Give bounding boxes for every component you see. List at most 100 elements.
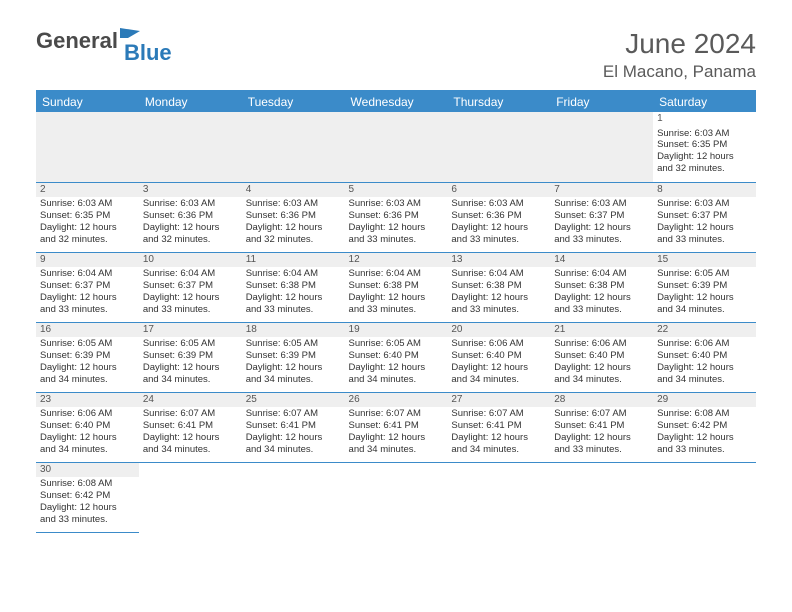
day-details: Sunrise: 6:05 AMSunset: 6:40 PMDaylight:…: [345, 337, 448, 389]
day-number: 1: [653, 112, 756, 127]
day-details: Sunrise: 6:03 AMSunset: 6:37 PMDaylight:…: [653, 197, 756, 249]
calendar-row: 16Sunrise: 6:05 AMSunset: 6:39 PMDayligh…: [36, 322, 756, 392]
day-number: 15: [653, 253, 756, 268]
calendar-cell: 23Sunrise: 6:06 AMSunset: 6:40 PMDayligh…: [36, 392, 139, 462]
calendar-cell: [447, 112, 550, 182]
day-number: 4: [242, 183, 345, 198]
calendar-cell: 10Sunrise: 6:04 AMSunset: 6:37 PMDayligh…: [139, 252, 242, 322]
calendar-row: 23Sunrise: 6:06 AMSunset: 6:40 PMDayligh…: [36, 392, 756, 462]
calendar-cell: 6Sunrise: 6:03 AMSunset: 6:36 PMDaylight…: [447, 182, 550, 252]
weekday-header: Wednesday: [345, 91, 448, 112]
day-number: 11: [242, 253, 345, 268]
day-number: 21: [550, 323, 653, 338]
calendar-cell: 8Sunrise: 6:03 AMSunset: 6:37 PMDaylight…: [653, 182, 756, 252]
calendar-cell: [36, 112, 139, 182]
calendar-cell: 12Sunrise: 6:04 AMSunset: 6:38 PMDayligh…: [345, 252, 448, 322]
day-details: Sunrise: 6:03 AMSunset: 6:36 PMDaylight:…: [139, 197, 242, 249]
day-number: 9: [36, 253, 139, 268]
day-number: 25: [242, 393, 345, 408]
calendar-cell: 26Sunrise: 6:07 AMSunset: 6:41 PMDayligh…: [345, 392, 448, 462]
day-details: Sunrise: 6:07 AMSunset: 6:41 PMDaylight:…: [242, 407, 345, 459]
day-details: Sunrise: 6:04 AMSunset: 6:38 PMDaylight:…: [345, 267, 448, 319]
day-number: 28: [550, 393, 653, 408]
weekday-header: Sunday: [36, 91, 139, 112]
calendar-row: 2Sunrise: 6:03 AMSunset: 6:35 PMDaylight…: [36, 182, 756, 252]
calendar-cell: 25Sunrise: 6:07 AMSunset: 6:41 PMDayligh…: [242, 392, 345, 462]
day-number: 7: [550, 183, 653, 198]
calendar-row: 9Sunrise: 6:04 AMSunset: 6:37 PMDaylight…: [36, 252, 756, 322]
calendar-cell: 30Sunrise: 6:08 AMSunset: 6:42 PMDayligh…: [36, 462, 139, 532]
weekday-header: Saturday: [653, 91, 756, 112]
day-details: Sunrise: 6:06 AMSunset: 6:40 PMDaylight:…: [36, 407, 139, 459]
day-details: Sunrise: 6:07 AMSunset: 6:41 PMDaylight:…: [139, 407, 242, 459]
day-details: Sunrise: 6:03 AMSunset: 6:35 PMDaylight:…: [36, 197, 139, 249]
calendar-cell: 16Sunrise: 6:05 AMSunset: 6:39 PMDayligh…: [36, 322, 139, 392]
day-details: Sunrise: 6:06 AMSunset: 6:40 PMDaylight:…: [447, 337, 550, 389]
day-number: 10: [139, 253, 242, 268]
day-details: Sunrise: 6:07 AMSunset: 6:41 PMDaylight:…: [345, 407, 448, 459]
calendar-cell: 11Sunrise: 6:04 AMSunset: 6:38 PMDayligh…: [242, 252, 345, 322]
calendar-cell: 15Sunrise: 6:05 AMSunset: 6:39 PMDayligh…: [653, 252, 756, 322]
calendar-cell: 28Sunrise: 6:07 AMSunset: 6:41 PMDayligh…: [550, 392, 653, 462]
day-details: Sunrise: 6:04 AMSunset: 6:38 PMDaylight:…: [550, 267, 653, 319]
calendar-cell: [139, 112, 242, 182]
calendar-cell: [653, 462, 756, 532]
calendar-cell: [447, 462, 550, 532]
day-number: 27: [447, 393, 550, 408]
title-month: June 2024: [603, 28, 756, 60]
day-number: 8: [653, 183, 756, 198]
title-block: June 2024 El Macano, Panama: [603, 28, 756, 82]
day-details: Sunrise: 6:05 AMSunset: 6:39 PMDaylight:…: [653, 267, 756, 319]
calendar-cell: 27Sunrise: 6:07 AMSunset: 6:41 PMDayligh…: [447, 392, 550, 462]
day-details: Sunrise: 6:06 AMSunset: 6:40 PMDaylight:…: [653, 337, 756, 389]
day-details: Sunrise: 6:03 AMSunset: 6:37 PMDaylight:…: [550, 197, 653, 249]
day-details: Sunrise: 6:04 AMSunset: 6:37 PMDaylight:…: [36, 267, 139, 319]
calendar-cell: 7Sunrise: 6:03 AMSunset: 6:37 PMDaylight…: [550, 182, 653, 252]
day-details: Sunrise: 6:08 AMSunset: 6:42 PMDaylight:…: [653, 407, 756, 459]
day-details: Sunrise: 6:07 AMSunset: 6:41 PMDaylight:…: [447, 407, 550, 459]
day-details: Sunrise: 6:06 AMSunset: 6:40 PMDaylight:…: [550, 337, 653, 389]
day-details: Sunrise: 6:04 AMSunset: 6:38 PMDaylight:…: [242, 267, 345, 319]
calendar-cell: 22Sunrise: 6:06 AMSunset: 6:40 PMDayligh…: [653, 322, 756, 392]
logo-text-general: General: [36, 28, 118, 54]
title-location: El Macano, Panama: [603, 62, 756, 82]
calendar-cell: 1Sunrise: 6:03 AMSunset: 6:35 PMDaylight…: [653, 112, 756, 182]
weekday-header: Tuesday: [242, 91, 345, 112]
weekday-header: Thursday: [447, 91, 550, 112]
day-number: 16: [36, 323, 139, 338]
logo: General Blue: [36, 28, 172, 54]
weekday-header-row: SundayMondayTuesdayWednesdayThursdayFrid…: [36, 91, 756, 112]
calendar-cell: 17Sunrise: 6:05 AMSunset: 6:39 PMDayligh…: [139, 322, 242, 392]
day-details: Sunrise: 6:03 AMSunset: 6:36 PMDaylight:…: [345, 197, 448, 249]
calendar-cell: 20Sunrise: 6:06 AMSunset: 6:40 PMDayligh…: [447, 322, 550, 392]
calendar-body: 1Sunrise: 6:03 AMSunset: 6:35 PMDaylight…: [36, 112, 756, 532]
calendar-cell: 21Sunrise: 6:06 AMSunset: 6:40 PMDayligh…: [550, 322, 653, 392]
calendar-cell: 14Sunrise: 6:04 AMSunset: 6:38 PMDayligh…: [550, 252, 653, 322]
weekday-header: Friday: [550, 91, 653, 112]
calendar-cell: 4Sunrise: 6:03 AMSunset: 6:36 PMDaylight…: [242, 182, 345, 252]
day-details: Sunrise: 6:04 AMSunset: 6:37 PMDaylight:…: [139, 267, 242, 319]
day-number: 19: [345, 323, 448, 338]
calendar-cell: [242, 112, 345, 182]
day-number: 13: [447, 253, 550, 268]
calendar-cell: 29Sunrise: 6:08 AMSunset: 6:42 PMDayligh…: [653, 392, 756, 462]
day-details: Sunrise: 6:03 AMSunset: 6:35 PMDaylight:…: [653, 127, 756, 179]
calendar-cell: [345, 462, 448, 532]
day-number: 24: [139, 393, 242, 408]
day-number: 14: [550, 253, 653, 268]
day-details: Sunrise: 6:07 AMSunset: 6:41 PMDaylight:…: [550, 407, 653, 459]
day-number: 22: [653, 323, 756, 338]
day-number: 12: [345, 253, 448, 268]
calendar-row: 1Sunrise: 6:03 AMSunset: 6:35 PMDaylight…: [36, 112, 756, 182]
calendar-cell: 13Sunrise: 6:04 AMSunset: 6:38 PMDayligh…: [447, 252, 550, 322]
calendar-cell: 24Sunrise: 6:07 AMSunset: 6:41 PMDayligh…: [139, 392, 242, 462]
day-details: Sunrise: 6:08 AMSunset: 6:42 PMDaylight:…: [36, 477, 139, 529]
calendar-cell: 5Sunrise: 6:03 AMSunset: 6:36 PMDaylight…: [345, 182, 448, 252]
day-number: 30: [36, 463, 139, 478]
calendar-cell: 3Sunrise: 6:03 AMSunset: 6:36 PMDaylight…: [139, 182, 242, 252]
calendar-cell: [242, 462, 345, 532]
day-number: 29: [653, 393, 756, 408]
day-details: Sunrise: 6:04 AMSunset: 6:38 PMDaylight:…: [447, 267, 550, 319]
day-details: Sunrise: 6:05 AMSunset: 6:39 PMDaylight:…: [139, 337, 242, 389]
calendar-cell: 2Sunrise: 6:03 AMSunset: 6:35 PMDaylight…: [36, 182, 139, 252]
